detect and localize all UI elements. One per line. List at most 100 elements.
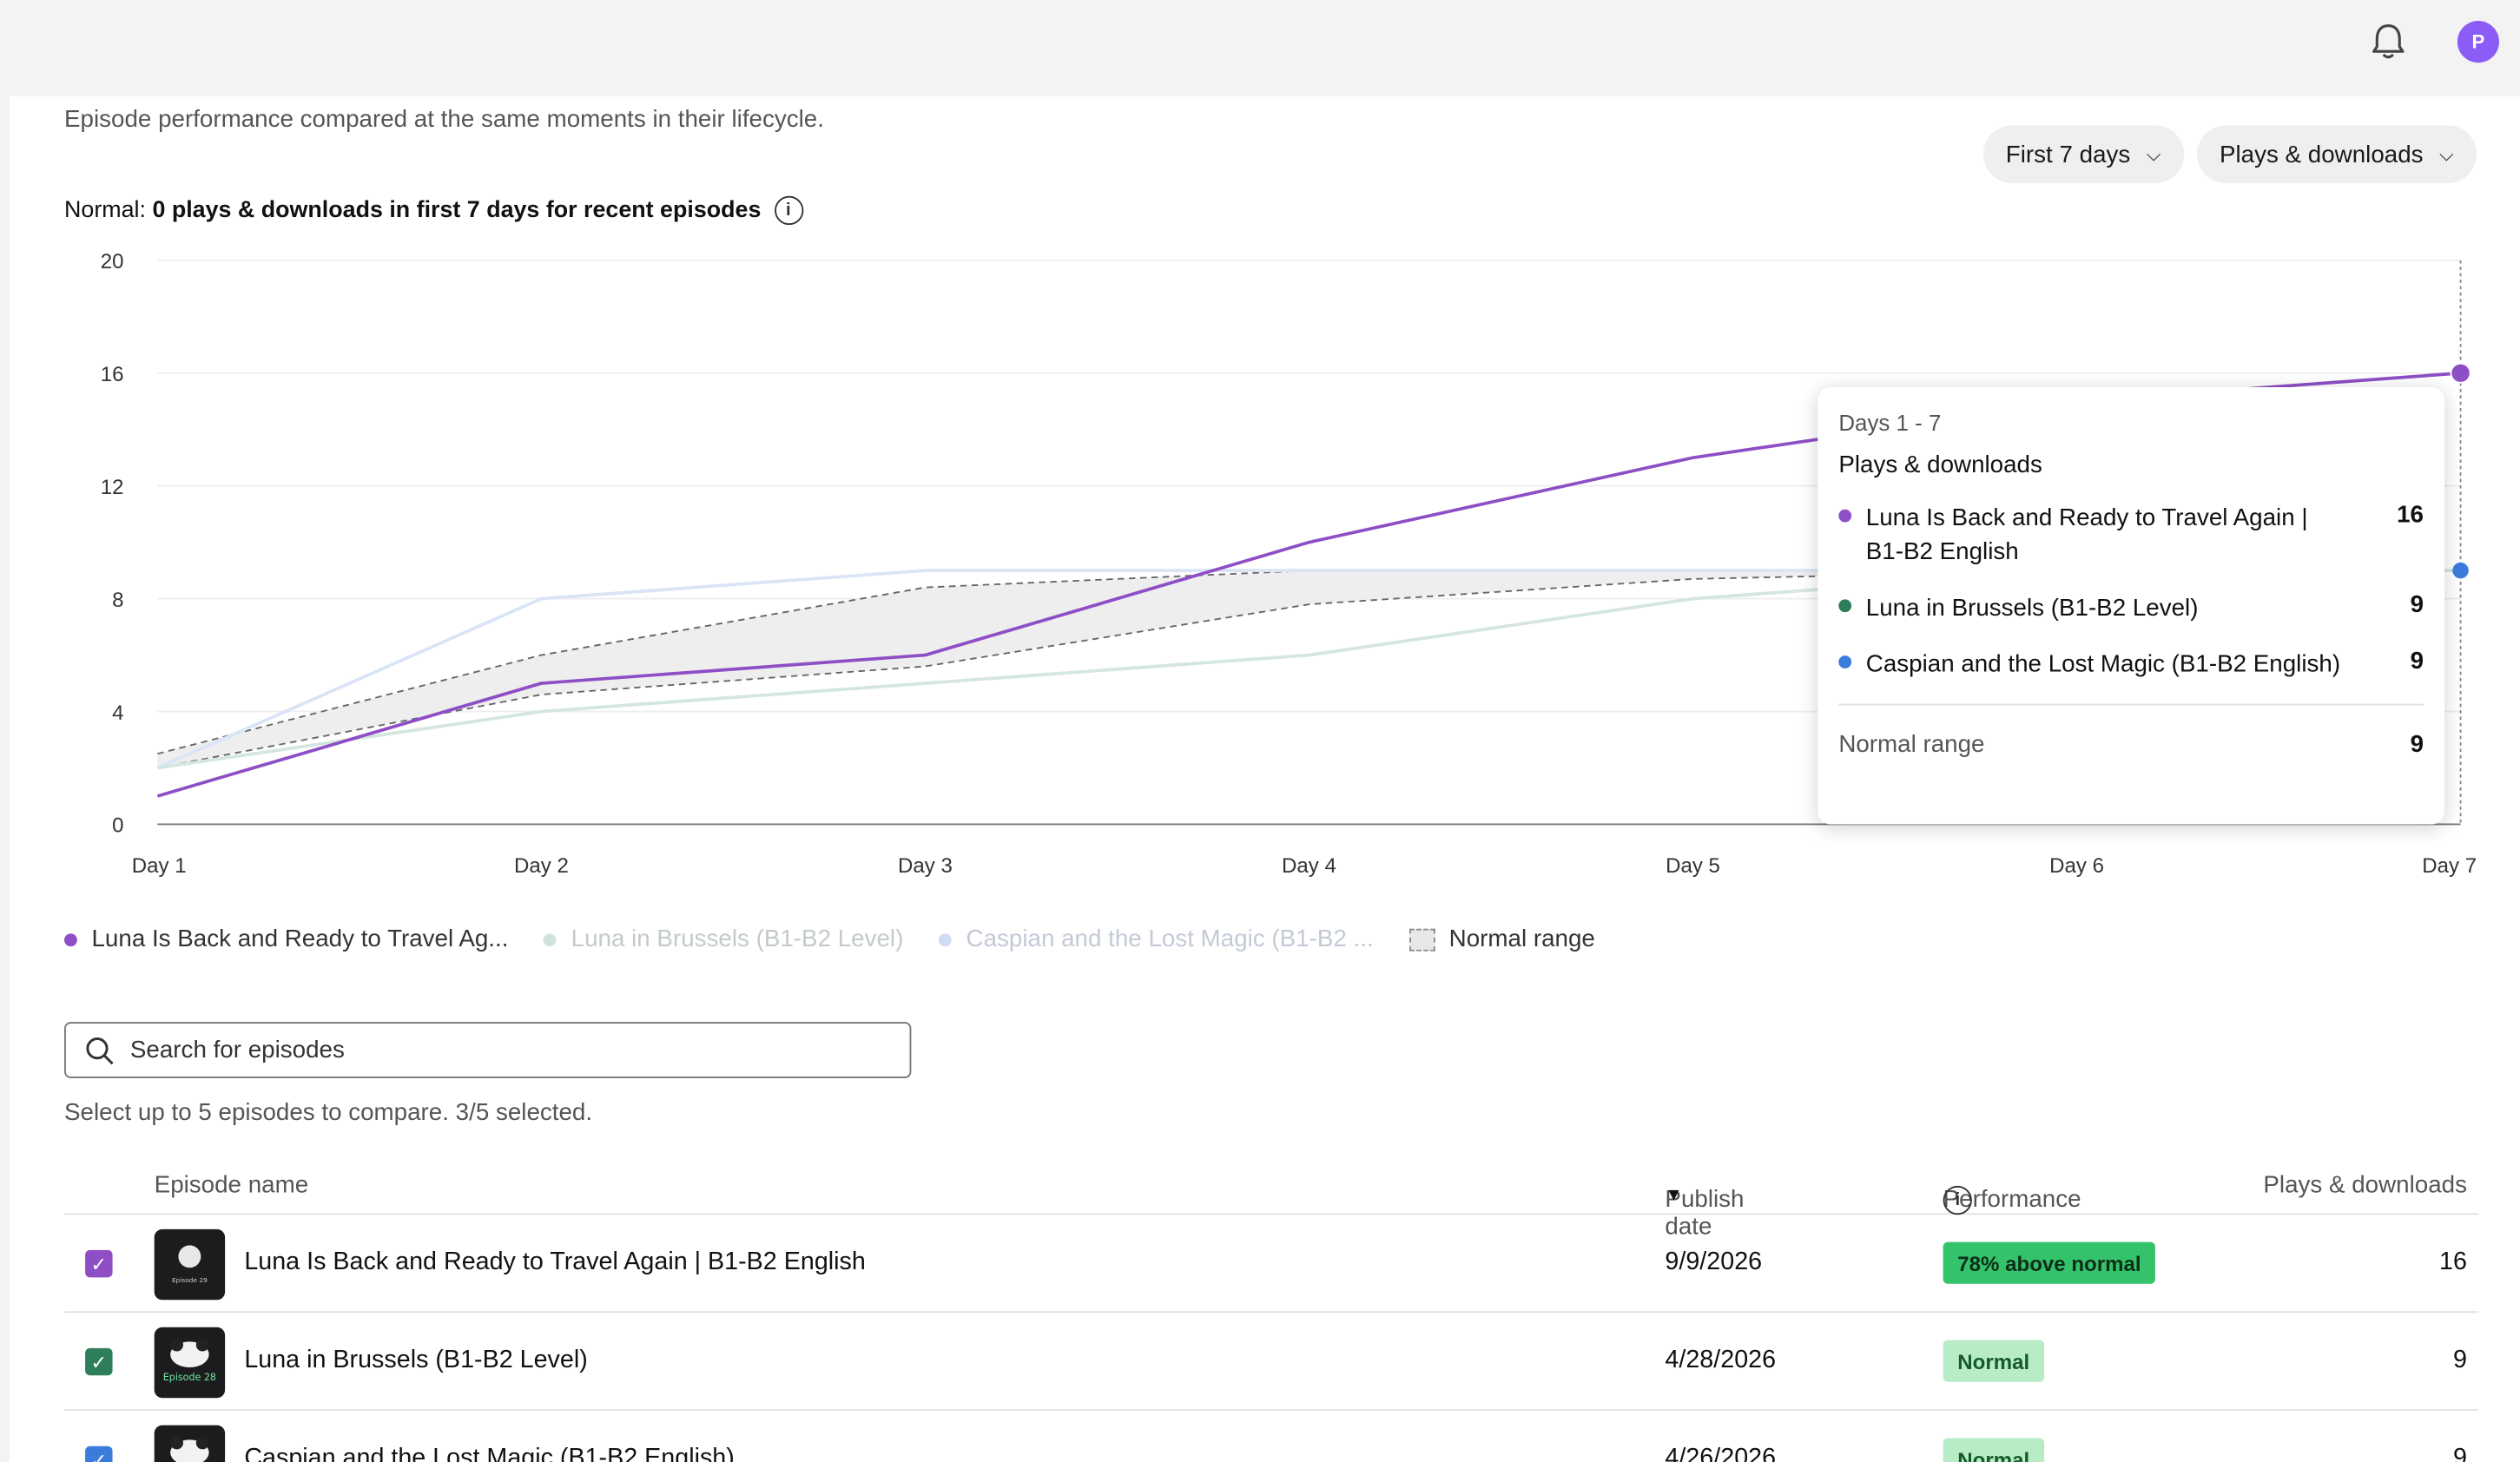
legend-item[interactable]: Caspian and the Lost Magic (B1-B2 ... <box>939 925 1374 953</box>
tooltip-divider <box>1838 703 2424 706</box>
performance-badge: Normal <box>1943 1438 2044 1462</box>
publish-date: 9/9/2026 <box>1665 1248 1763 1276</box>
range-dropdown[interactable]: First 7 days ⌵ <box>1982 125 2184 183</box>
normal-summary-prefix: Normal: <box>64 197 146 224</box>
normal-range-band <box>157 570 2461 768</box>
tooltip-row-name: Luna in Brussels (B1-B2 Level) <box>1865 594 2199 622</box>
legend-dot <box>64 932 77 946</box>
x-tick-label: Day 1 <box>132 854 187 878</box>
thumb-caption: Episode 29 <box>172 1276 208 1284</box>
episode-art <box>170 1436 209 1462</box>
y-tick-label: 0 <box>112 814 123 838</box>
table-header: Episode name Publish date ▼ Performance i … <box>64 1157 2478 1241</box>
series-point <box>2452 562 2469 579</box>
y-tick-label: 8 <box>112 589 123 612</box>
range-dropdown-label: First 7 days <box>2005 140 2131 168</box>
y-tick-label: 16 <box>101 363 124 386</box>
episode-name[interactable]: Luna Is Back and Ready to Travel Again |… <box>244 1248 866 1276</box>
legend-item[interactable]: Luna Is Back and Ready to Travel Ag... <box>64 925 509 953</box>
tooltip-row: Luna Is Back and Ready to Travel Again |… <box>1838 501 2424 569</box>
y-tick-label: 4 <box>112 701 123 725</box>
search-placeholder: Search for episodes <box>129 1036 345 1064</box>
column-episode-name: Episode name <box>154 1171 309 1199</box>
publish-date: 4/28/2026 <box>1665 1346 1777 1374</box>
performance-badge: Normal <box>1943 1340 2044 1382</box>
x-tick-label: Day 3 <box>898 854 953 878</box>
table-row[interactable]: ✓ Episode 28 Luna in Brussels (B1-B2 Lev… <box>64 1313 2478 1412</box>
chart-tooltip: Days 1 - 7 Plays & downloads Luna Is Bac… <box>1817 387 2445 825</box>
series-point <box>2450 362 2471 384</box>
column-publish-date-label: Publish date <box>1665 1185 1745 1241</box>
episode-art: Episode 28 <box>163 1338 216 1383</box>
legend-label: Caspian and the Lost Magic (B1-B2 ... <box>966 925 1374 953</box>
legend-label: Normal range <box>1448 925 1595 953</box>
tooltip-row-value: 16 <box>2397 501 2424 529</box>
sort-down-icon: ▼ <box>1665 1185 1683 1206</box>
chevron-down-icon: ⌵ <box>2439 142 2454 165</box>
tooltip-footer-value: 9 <box>2410 731 2424 759</box>
bell-icon[interactable] <box>2365 19 2411 64</box>
x-tick-label: Day 2 <box>514 854 569 878</box>
episode-thumbnail: Episode 29 <box>154 1228 226 1301</box>
column-plays: Plays & downloads <box>2263 1171 2467 1199</box>
x-tick-label: Day 5 <box>1666 854 1720 878</box>
table-row[interactable]: ✓ Caspian and the Lost Magic (B1-B2 Engl… <box>64 1411 2478 1462</box>
series-dot <box>1838 599 1852 613</box>
selection-hint: Select up to 5 episodes to compare. 3/5 … <box>64 1098 593 1127</box>
search-icon <box>86 1037 114 1064</box>
legend-label: Luna Is Back and Ready to Travel Ag... <box>91 925 509 953</box>
tooltip-footer: Normal range 9 <box>1838 731 2424 758</box>
search-input[interactable]: Search for episodes <box>64 1022 912 1078</box>
publish-date: 4/26/2026 <box>1665 1444 1777 1462</box>
legend-item[interactable]: Luna in Brussels (B1-B2 Level) <box>544 925 904 953</box>
tooltip-metric: Plays & downloads <box>1838 451 2042 479</box>
episode-thumbnail: Episode 28 <box>154 1327 226 1399</box>
row-checkbox[interactable]: ✓ <box>85 1347 113 1376</box>
x-tick-label: Day 4 <box>1282 854 1336 878</box>
legend-dot <box>939 932 952 946</box>
metric-dropdown-label: Plays & downloads <box>2219 140 2424 168</box>
avatar[interactable]: P <box>2457 21 2499 63</box>
performance-badge: 78% above normal <box>1943 1241 2156 1284</box>
series-dot <box>1838 509 1852 523</box>
tooltip-row-value: 9 <box>2410 591 2424 619</box>
info-icon[interactable]: i <box>774 195 803 226</box>
row-checkbox[interactable]: ✓ <box>85 1446 113 1462</box>
normal-range-swatch <box>1408 927 1435 951</box>
legend-item[interactable]: Normal range <box>1408 925 1595 953</box>
normal-summary: Normal: 0 plays & downloads in first 7 d… <box>64 195 803 226</box>
tooltip-row-value: 9 <box>2410 647 2424 675</box>
info-icon[interactable]: i <box>1943 1185 1972 1215</box>
normal-summary-text: 0 plays & downloads in first 7 days for … <box>152 197 762 224</box>
episode-name[interactable]: Luna in Brussels (B1-B2 Level) <box>244 1346 588 1374</box>
plays-count: 16 <box>2439 1248 2467 1276</box>
episodes-table: Episode name Publish date ▼ Performance i … <box>64 1157 2478 1462</box>
analytics-card: First 7 days ⌵ Plays & downloads ⌵ Episo… <box>10 64 2520 1462</box>
episode-name[interactable]: Caspian and the Lost Magic (B1-B2 Englis… <box>244 1444 735 1462</box>
plays-count: 9 <box>2453 1444 2467 1462</box>
tooltip-footer-label: Normal range <box>1838 731 1985 759</box>
series-dot <box>1838 655 1852 668</box>
metric-dropdown[interactable]: Plays & downloads ⌵ <box>2197 125 2477 183</box>
y-tick-label: 20 <box>101 250 124 273</box>
normal-range-lower <box>157 570 2461 769</box>
chevron-down-icon: ⌵ <box>2146 142 2161 165</box>
y-tick-label: 12 <box>101 476 124 499</box>
tooltip-row-name: Luna Is Back and Ready to Travel Again |… <box>1865 504 2308 566</box>
episode-art: Episode 29 <box>172 1245 208 1284</box>
row-checkbox[interactable]: ✓ <box>85 1249 113 1278</box>
thumb-caption: Episode 28 <box>163 1372 216 1383</box>
top-bar: P <box>0 0 2520 97</box>
page-subtitle: Episode performance compared at the same… <box>64 106 824 134</box>
tooltip-row-name: Caspian and the Lost Magic (B1-B2 Englis… <box>1865 650 2341 679</box>
plays-count: 9 <box>2453 1346 2467 1374</box>
table-row[interactable]: ✓ Episode 29 Luna Is Back and Ready to T… <box>64 1215 2478 1314</box>
x-tick-label: Day 6 <box>2049 854 2104 878</box>
legend-label: Luna in Brussels (B1-B2 Level) <box>571 925 904 953</box>
episode-thumbnail <box>154 1425 226 1462</box>
tooltip-row: Luna in Brussels (B1-B2 Level) 9 <box>1838 591 2424 625</box>
tooltip-row: Caspian and the Lost Magic (B1-B2 Englis… <box>1838 648 2424 682</box>
performance-chart: 0 4 8 12 16 20 Day 1 Day 2 Day 3 Day 4 Day 5 Day 6 D… <box>101 250 2477 878</box>
legend-dot <box>544 932 557 946</box>
chart-legend: Luna Is Back and Ready to Travel Ag... L… <box>64 925 1595 953</box>
